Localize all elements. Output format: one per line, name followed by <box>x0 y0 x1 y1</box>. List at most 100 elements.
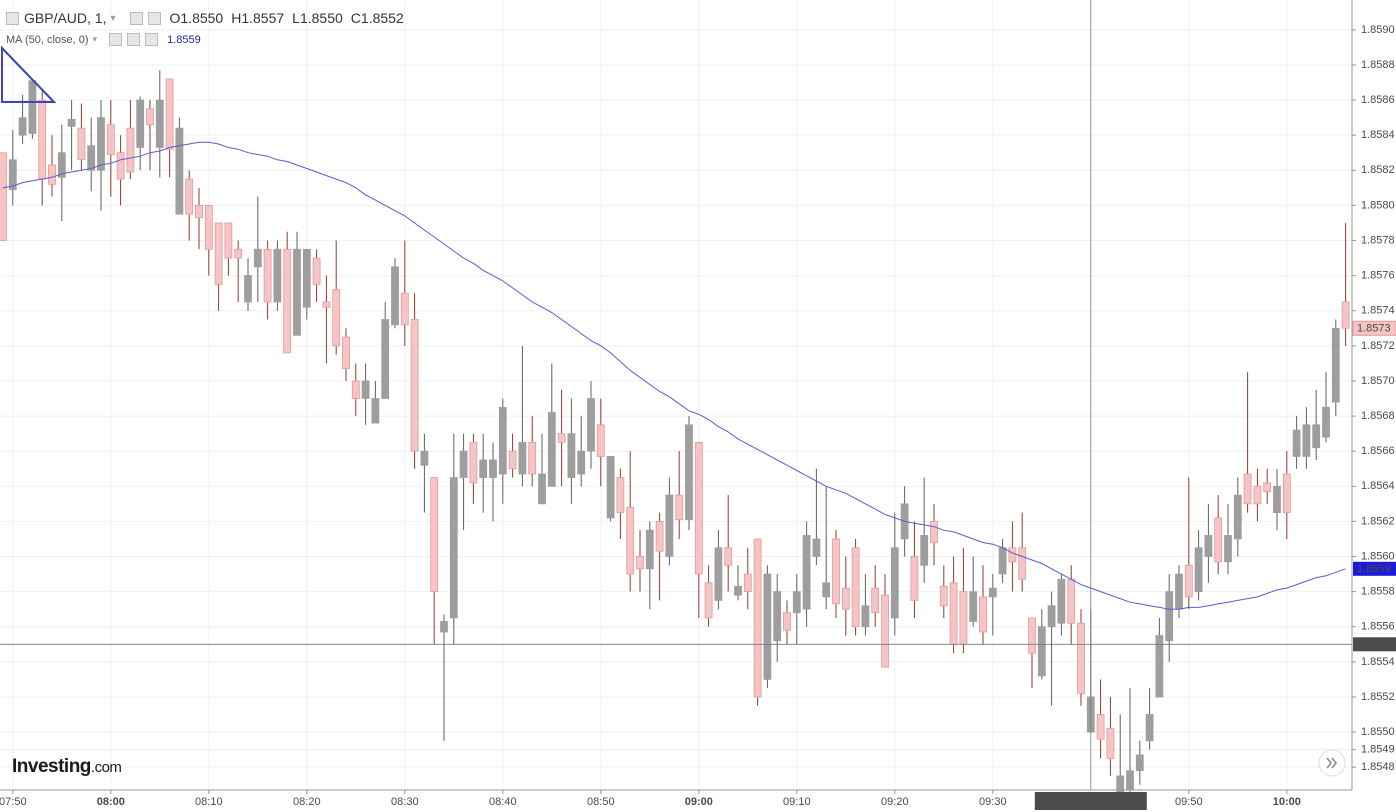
candle-body <box>136 99 145 148</box>
candle-body <box>479 459 488 478</box>
candle-body <box>616 477 625 514</box>
ohlc-legend: O1.8550 H1.8557 L1.8550 C1.8552 <box>170 10 404 26</box>
candle-body <box>1008 547 1017 563</box>
crosshair-time-tag <box>1034 792 1147 810</box>
candle-body <box>489 459 497 478</box>
ma-price-label: 1.8559 <box>1357 563 1391 575</box>
candle-body <box>1057 578 1066 624</box>
candle-body <box>48 164 56 185</box>
drawn-triangle <box>0 45 57 103</box>
candle-body <box>998 547 1007 575</box>
candle-body <box>342 336 350 370</box>
candle-body <box>1331 327 1340 403</box>
candle-body <box>861 605 870 628</box>
settings-icon[interactable] <box>147 11 161 25</box>
x-tick-label: 10:00 <box>1273 796 1301 808</box>
candle-body <box>724 547 733 566</box>
y-tick-label: 1.8560 <box>1361 550 1395 562</box>
y-tick-label: 1.8588 <box>1361 59 1395 71</box>
ohlc-item: C1.8552 <box>351 10 404 26</box>
candle-body <box>1135 754 1144 772</box>
dropdown-icon[interactable]: ▾ <box>92 34 98 44</box>
candle-body <box>283 248 292 354</box>
candle-body <box>1214 517 1223 563</box>
candle-body <box>38 99 47 180</box>
y-tick-label: 1.8574 <box>1361 305 1395 317</box>
candle-body <box>596 424 605 457</box>
close-icon[interactable] <box>145 33 159 46</box>
candle-body <box>939 585 948 607</box>
candle-body <box>1273 485 1281 514</box>
candle-body <box>1312 424 1321 449</box>
y-tick-label: 1.8584 <box>1361 129 1395 141</box>
candle-body <box>606 456 615 519</box>
candle-body <box>626 506 635 575</box>
candle-body <box>1155 635 1164 698</box>
eye-icon[interactable] <box>129 11 143 25</box>
y-tick-label: 1.8566 <box>1361 445 1395 457</box>
y-tick-label: 1.8562 <box>1361 515 1395 527</box>
candle-body <box>263 248 272 303</box>
candle-body <box>1253 485 1262 505</box>
candle-body <box>773 591 782 642</box>
ohlc-item: H1.8557 <box>231 10 284 26</box>
ohlc-value: 1.8550 <box>180 10 224 26</box>
candle-body <box>224 222 233 259</box>
candle-body <box>1292 429 1301 457</box>
candle-body <box>802 535 811 610</box>
scroll-icon <box>1326 757 1337 769</box>
ohlc-key: C <box>350 10 361 26</box>
y-tick-label: 1.8576 <box>1361 270 1395 282</box>
x-tick-label: 08:30 <box>391 796 419 808</box>
candle-body <box>18 117 27 136</box>
candle-body <box>1126 770 1134 791</box>
ohlc-key: O <box>169 10 181 26</box>
axes: 1.8548 1.8549 1.8550 1.8552 1.8554 1.8556 1.85… <box>0 24 1396 810</box>
grid <box>0 0 1352 790</box>
candle-body <box>1282 473 1291 514</box>
candle-body <box>949 582 958 645</box>
plot <box>0 0 1352 803</box>
x-tick-label: 09:10 <box>783 796 811 808</box>
settings-icon[interactable] <box>127 33 141 46</box>
x-tick-label: 08:20 <box>293 796 321 808</box>
collapse-icon[interactable] <box>6 11 19 25</box>
candle-body <box>567 433 576 478</box>
candle-body <box>106 124 115 155</box>
candle-body <box>146 108 154 126</box>
candle-body <box>792 591 801 614</box>
candle-body <box>332 289 341 347</box>
dropdown-icon[interactable]: ▾ <box>110 12 116 24</box>
ma-price-tag <box>1353 561 1396 576</box>
candle-body <box>930 521 938 543</box>
candle-body <box>1184 564 1193 598</box>
crosshair-time-label: 2019-05-17 09:40:00 <box>1040 796 1142 808</box>
ohlc-value: 1.8550 <box>299 10 343 26</box>
candle-body <box>293 248 301 336</box>
scroll-button[interactable] <box>1318 749 1346 777</box>
candle-body <box>391 266 399 326</box>
candle-body <box>8 159 17 190</box>
candle-body <box>518 441 527 475</box>
y-tick-label: 1.8582 <box>1361 164 1395 176</box>
candle-body <box>440 621 448 633</box>
candle-body <box>234 248 243 259</box>
candle-body <box>841 587 850 610</box>
candle-body <box>204 204 213 250</box>
y-tick-label: 1.8578 <box>1361 234 1395 246</box>
candle-body <box>253 248 262 268</box>
eye-icon[interactable] <box>109 33 123 46</box>
candle-body <box>557 433 566 443</box>
y-tick-label: 1.8549 <box>1361 744 1395 756</box>
x-tick-label: 08:40 <box>489 796 517 808</box>
y-tick-label: 1.8554 <box>1361 656 1395 668</box>
candle-body <box>743 573 752 593</box>
logo-suffix: .com <box>90 759 122 776</box>
candle-body <box>988 587 997 598</box>
candle-body <box>67 118 76 127</box>
candle-body <box>126 127 135 173</box>
candle-body <box>685 424 693 521</box>
candle-body <box>704 582 713 619</box>
candle-body <box>302 248 311 308</box>
x-tick-label: 09:20 <box>881 796 909 808</box>
